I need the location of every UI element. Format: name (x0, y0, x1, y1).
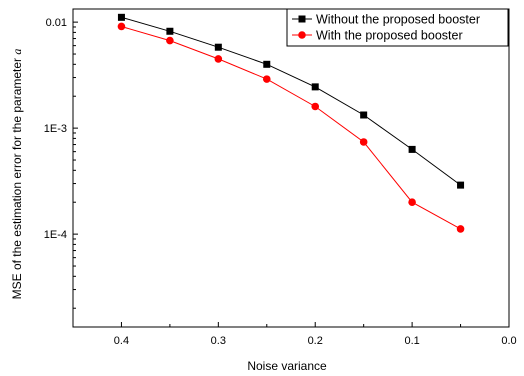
legend-marker (298, 31, 306, 39)
series-2 (117, 22, 465, 233)
x-axis-title: Noise variance (247, 359, 327, 373)
x-tick-label: 0.4 (114, 335, 129, 347)
series-1 (117, 13, 465, 189)
x-tick-label: 0.3 (211, 335, 226, 347)
y-axis-title-symbol: a (10, 49, 24, 55)
data-point (214, 43, 222, 51)
series-line (121, 26, 461, 230)
data-point (457, 181, 465, 189)
series-line (121, 16, 461, 186)
data-point (360, 111, 368, 119)
legend-box (286, 8, 509, 47)
x-axis: 0.4 0.3 0.2 0.1 0.0 (114, 322, 517, 347)
data-point (214, 55, 223, 63)
x-tick-label: 0.2 (308, 335, 323, 347)
legend-label: Without the proposed booster (316, 13, 480, 27)
data-point (117, 13, 125, 21)
series-layer (117, 13, 465, 233)
x-tick-label: 0.0 (501, 335, 516, 347)
y-axis-title-text: MSE of the estimation error for the para… (10, 55, 24, 300)
legend-entry: Without the proposed booster (292, 13, 480, 27)
data-point (408, 198, 416, 207)
legend: Without the proposed booster With the pro… (286, 8, 509, 47)
data-point (359, 138, 368, 146)
y-tick-label: 0.01 (46, 17, 67, 29)
y-axis-title: MSE of the estimation error for the para… (10, 49, 24, 300)
data-point (311, 102, 320, 111)
legend-entry: With the proposed booster (292, 29, 463, 43)
data-point (311, 83, 319, 91)
y-tick-label: 1E-3 (44, 123, 67, 135)
data-point (166, 27, 174, 35)
x-tick-label: 0.1 (404, 335, 419, 347)
y-tick-label: 1E-4 (44, 229, 67, 241)
data-point (166, 36, 174, 45)
legend-label: With the proposed booster (316, 29, 463, 43)
plot-frame (72, 8, 510, 328)
data-point (117, 22, 126, 31)
y-axis: 1E-4 1E-3 0.01 (44, 17, 78, 309)
data-point (408, 145, 416, 153)
plot-area (72, 8, 510, 328)
data-point (263, 60, 271, 68)
data-point (456, 225, 465, 233)
legend-marker (298, 15, 306, 23)
data-point (262, 75, 271, 83)
